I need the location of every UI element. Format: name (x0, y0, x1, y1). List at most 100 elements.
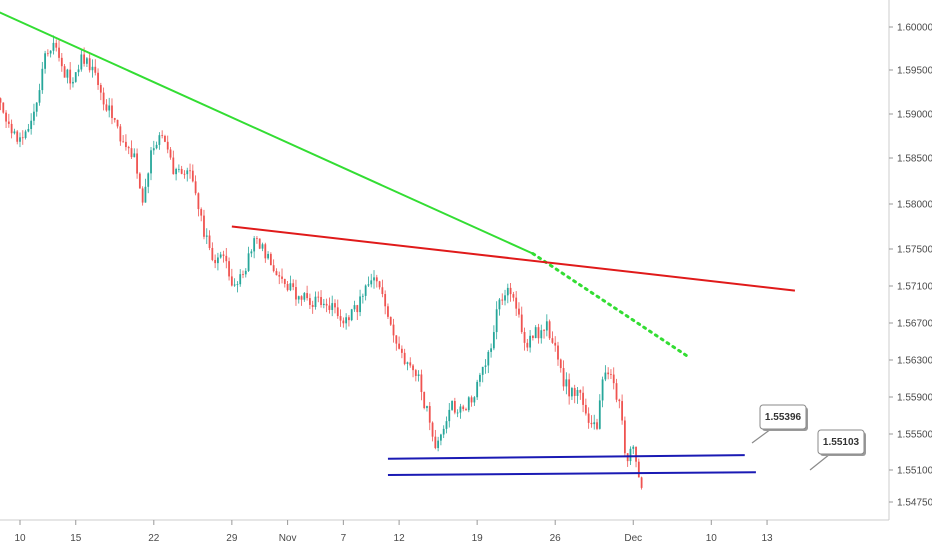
candle (7, 113, 10, 128)
candle (579, 389, 582, 400)
candle (604, 365, 607, 382)
candle (504, 289, 506, 306)
candle (596, 418, 598, 431)
candle (582, 386, 584, 413)
price-callout[interactable]: 1.55396 (751, 404, 808, 444)
candlestick-series (0, 35, 643, 490)
candle (559, 358, 562, 373)
candle (479, 372, 481, 387)
candle (141, 186, 144, 206)
candle (322, 298, 325, 309)
candle (21, 130, 24, 145)
blue-support-upper[interactable] (387, 454, 745, 460)
candle (632, 445, 635, 455)
candle (364, 284, 367, 301)
candle (339, 309, 342, 327)
candle (334, 299, 336, 314)
candle (637, 458, 640, 478)
candle (269, 252, 272, 266)
candle (203, 209, 205, 240)
candle (211, 242, 214, 262)
candle (30, 113, 33, 135)
price-tick-label: 1.55900 (897, 393, 932, 404)
candle (543, 329, 545, 339)
candle (105, 99, 108, 112)
price-axis[interactable]: 1.60000 1.59500 1.59000 1.58500 1.58000 1.575… (889, 23, 932, 509)
candle (58, 40, 60, 62)
candle (331, 295, 334, 317)
candle (297, 295, 300, 304)
candle (515, 291, 518, 316)
candle (166, 135, 169, 154)
candle (440, 433, 442, 446)
candle (348, 315, 350, 327)
candle (214, 254, 217, 269)
candle (13, 128, 16, 135)
candle (286, 281, 289, 292)
candle (158, 132, 161, 150)
time-tick-label: 13 (761, 533, 773, 544)
candle (501, 293, 504, 306)
candle (551, 331, 554, 344)
candle (99, 82, 102, 101)
candle (345, 313, 348, 330)
candle (5, 110, 7, 128)
candle (473, 396, 476, 406)
candle (621, 394, 623, 425)
candle (484, 359, 487, 374)
candle (19, 132, 21, 148)
candle (359, 289, 361, 317)
candle (194, 175, 197, 196)
candle (451, 400, 453, 411)
candle (136, 148, 138, 179)
candle (398, 336, 400, 350)
green-projection[interactable] (531, 252, 691, 359)
green-trendline[interactable] (0, 11, 534, 255)
candle (253, 235, 256, 259)
candle (38, 83, 41, 106)
price-callouts: 1.55396 1.55103 (751, 404, 866, 471)
blue-support-lower[interactable] (387, 471, 756, 477)
candle (373, 270, 375, 289)
candle (33, 103, 35, 126)
candle (219, 251, 222, 259)
candle (191, 164, 194, 183)
candle (456, 409, 459, 418)
candle (150, 147, 152, 181)
candle (102, 87, 105, 111)
price-callout[interactable]: 1.55103 (809, 429, 866, 471)
candle (247, 246, 250, 272)
candle (239, 269, 242, 287)
red-trendline[interactable] (231, 225, 796, 292)
candle (328, 297, 331, 314)
candle (459, 403, 462, 419)
candle (122, 135, 125, 143)
candle (381, 279, 384, 298)
candle (94, 59, 97, 76)
candle (186, 167, 189, 182)
candle (534, 325, 537, 339)
time-tick-label: Nov (279, 533, 297, 544)
candle (431, 421, 434, 442)
candle (412, 364, 414, 378)
candle (370, 273, 373, 288)
time-axis[interactable]: 10 15 22 29 Nov 7 12 19 26 Dec 10 13 (14, 520, 773, 544)
candle (88, 52, 91, 73)
candle (317, 291, 320, 303)
candle (640, 476, 643, 490)
candle (311, 300, 314, 314)
candle (138, 172, 141, 189)
candle (125, 134, 127, 151)
candle (233, 278, 236, 287)
candle (336, 299, 339, 319)
candle (183, 170, 186, 179)
candle (367, 276, 370, 287)
candle (217, 252, 219, 271)
candle (278, 271, 281, 285)
candle (529, 330, 532, 353)
candle (465, 407, 467, 411)
candle (300, 295, 303, 306)
price-tick-label: 1.58500 (897, 154, 932, 165)
